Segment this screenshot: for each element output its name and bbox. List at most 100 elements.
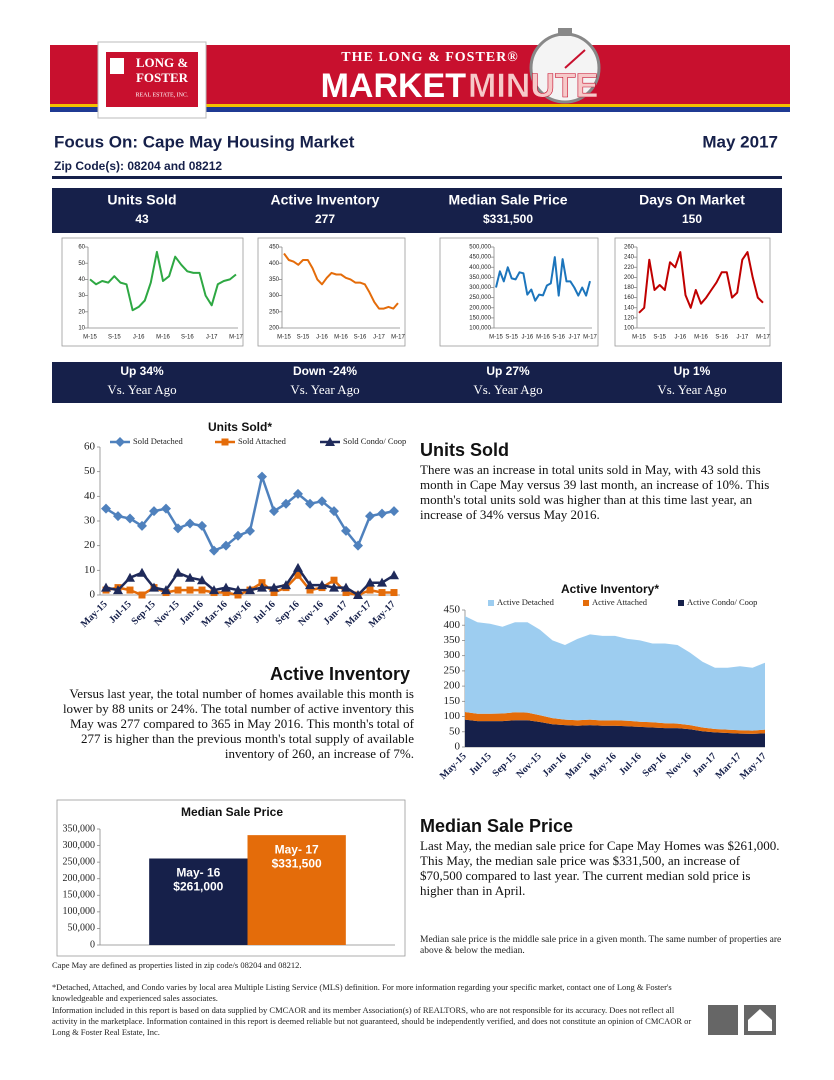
x-tick-label: May-15 [438,751,469,782]
x-tick-label: M-15 [277,335,291,341]
x-tick-label: M-16 [334,335,348,341]
y-tick-label: 240 [624,255,635,261]
point-marker [293,562,303,572]
legend-label: Sold Detached [133,436,184,446]
chart-title: Active Inventory* [561,582,659,596]
legend-swatch [488,600,494,606]
x-tick-label: S-16 [181,335,194,341]
series-line [638,251,764,314]
x-tick-label: M-16 [536,335,550,341]
y-tick-label: 500,000 [469,245,491,251]
y-tick-label: 250 [444,664,461,676]
stat-name: Median Sale Price [448,192,567,208]
x-tick-label: J-17 [736,335,748,341]
point-marker [173,523,183,534]
series-area [465,719,765,747]
chart-frame [614,237,771,347]
stat-change: Up 27% [486,364,530,378]
point-marker [174,586,182,594]
legend-label: Sold Condo/ Coop [343,436,406,446]
product-name: MINUTE [468,67,598,105]
bar-category-label: May- 17 [275,842,319,856]
x-tick-label: May-16 [588,751,619,782]
y-tick-label: 200 [269,326,280,332]
point-marker [137,567,147,577]
chart-frame [56,799,406,957]
x-tick-label: S-16 [552,335,565,341]
x-tick-label: M-15 [83,335,97,341]
x-tick-label: M-17 [756,335,770,341]
point-marker [270,589,278,597]
price-text: Last May, the median sale price for Cape… [420,838,780,898]
stat-change: Down -24% [293,364,357,378]
series-line [89,250,237,312]
point-marker [305,498,315,509]
point-marker [306,586,314,594]
inventory-text: Versus last year, the total number of ho… [62,686,414,761]
y-tick-label: 0 [455,741,461,753]
point-marker [209,545,219,556]
y-tick-label: 250,000 [63,856,96,867]
point-marker [161,503,171,514]
x-tick-label: M-17 [229,335,243,341]
units-heading: Units Sold [420,440,509,460]
y-tick-label: 20 [78,309,85,315]
x-tick-label: Jul-15 [107,599,134,626]
point-marker [257,582,267,592]
point-marker [353,590,363,599]
x-tick-label: J-16 [521,335,533,341]
y-tick-label: 120 [624,315,635,321]
stat-change: Up 34% [120,364,164,378]
y-tick-label: 100,000 [63,906,96,917]
x-tick-label: M-16 [156,335,170,341]
price-heading: Median Sale Price [420,816,574,836]
point-marker [341,525,351,536]
point-marker [138,591,146,599]
legend-swatch [583,600,589,606]
point-marker [245,585,255,595]
point-marker [185,518,195,529]
y-tick-label: 200 [624,275,635,281]
point-marker [197,520,207,531]
legend-marker [115,437,125,447]
point-marker [377,508,387,519]
chart-frame [439,237,599,347]
stat-change: Up 1% [674,364,711,378]
footer-disclaimer: Information included in this report is b… [52,1005,692,1037]
point-marker [113,585,123,595]
x-tick-label: May-15 [79,599,110,630]
x-tick-label: S-15 [297,335,310,341]
point-marker [329,506,339,517]
point-marker [149,506,159,517]
point-marker [329,582,339,592]
x-tick-label: May-17 [367,599,398,630]
y-tick-label: 10 [84,564,96,576]
x-tick-label: Jul-16 [617,751,644,778]
price-note: Median sale price is the middle sale pri… [420,935,782,956]
y-tick-label: 300,000 [63,840,96,851]
legend-marker [221,438,229,446]
point-marker [101,503,111,514]
x-tick-label: S-15 [108,335,121,341]
x-tick-label: S-15 [653,335,666,341]
y-tick-label: 400 [444,619,461,631]
point-marker [198,586,206,594]
point-marker [281,580,291,590]
chart-title: Units Sold* [208,420,272,434]
y-tick-label: 30 [78,293,85,299]
stat-name: Active Inventory [271,192,380,208]
stat-name: Days On Market [639,192,745,208]
y-tick-label: 450 [444,604,461,616]
bar [149,858,248,945]
equal-housing-house [748,1009,772,1031]
point-marker [366,586,374,594]
legend-swatch [678,600,684,606]
footer-note: *Detached, Attached, and Condo varies by… [52,982,672,1003]
y-tick-label: 180 [624,285,635,291]
y-tick-label: 50 [449,725,461,737]
point-marker [257,471,267,482]
y-tick-label: 40 [84,490,96,502]
point-marker [269,582,279,592]
point-marker [269,506,279,517]
point-marker [113,511,123,522]
